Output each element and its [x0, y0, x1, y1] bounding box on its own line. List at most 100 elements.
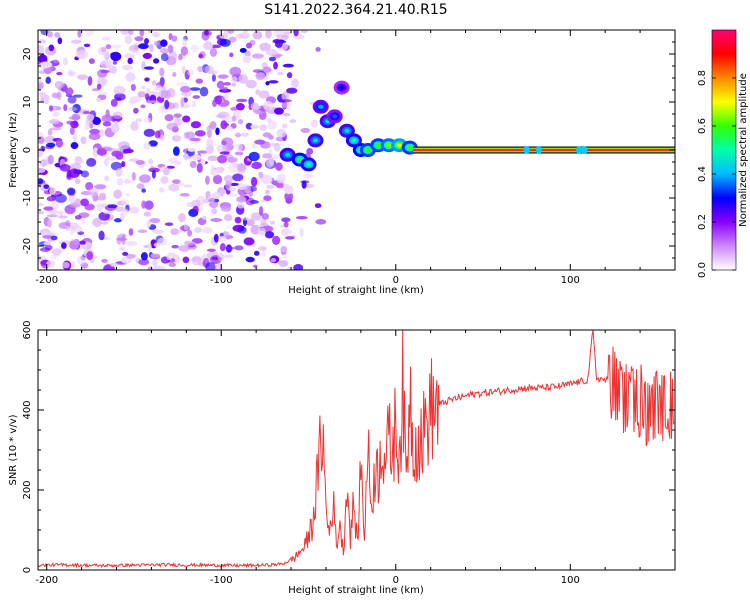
spectrogram-y-tick-label: -20 — [22, 238, 33, 254]
noise-speckle — [137, 43, 149, 50]
noise-speckle — [98, 211, 110, 221]
noise-speckle — [261, 199, 266, 203]
noise-speckle — [38, 54, 48, 63]
noise-speckle — [234, 216, 242, 224]
noise-speckle — [38, 168, 46, 174]
noise-speckle — [133, 107, 139, 114]
noise-speckle — [136, 183, 145, 190]
noise-speckle — [127, 57, 133, 65]
noise-speckle — [315, 46, 321, 52]
noise-speckle — [38, 39, 47, 44]
noise-speckle — [152, 259, 158, 268]
noise-speckle — [205, 175, 210, 185]
noise-speckle — [113, 189, 122, 199]
noise-speckle — [245, 197, 255, 206]
noise-speckle — [293, 30, 299, 37]
noise-speckle — [94, 184, 107, 190]
noise-speckle — [314, 203, 322, 209]
noise-speckle — [164, 114, 174, 122]
noise-speckle — [152, 229, 164, 234]
noise-speckle — [253, 264, 258, 268]
noise-speckle — [164, 99, 170, 110]
carrier-spot — [535, 146, 542, 154]
noise-speckle — [239, 32, 251, 40]
noise-speckle — [209, 201, 219, 209]
noise-speckle — [98, 230, 105, 241]
noise-speckle — [187, 69, 195, 76]
noise-speckle — [149, 43, 154, 53]
colorbar-tick-label: 0.2 — [697, 214, 708, 230]
noise-speckle — [73, 238, 80, 246]
figure-title: S141.2022.364.21.40.R15 — [264, 2, 447, 18]
noise-speckle — [165, 89, 171, 100]
noise-speckle — [67, 87, 73, 94]
noise-speckle — [245, 79, 257, 89]
noise-speckle — [213, 233, 219, 243]
noise-speckle — [245, 42, 253, 49]
noise-speckle — [110, 98, 118, 107]
noise-speckle — [261, 174, 273, 185]
noise-speckle — [104, 175, 110, 182]
colorbar-ticks: 0.0 0.2 0.4 0.6 0.8 — [697, 70, 736, 278]
noise-speckle — [141, 200, 147, 209]
noise-speckle — [248, 151, 260, 162]
noise-speckle — [172, 179, 181, 184]
noise-speckle — [176, 229, 183, 233]
noise-speckle — [182, 104, 191, 108]
noise-speckle — [276, 33, 284, 40]
track-core — [285, 152, 291, 157]
noise-speckle — [135, 160, 145, 165]
noise-speckle — [306, 148, 314, 155]
noise-speckle — [207, 155, 218, 162]
carrier-spot — [581, 146, 588, 154]
noise-speckle — [183, 184, 193, 188]
noise-speckle — [147, 100, 159, 104]
noise-speckle — [190, 121, 202, 129]
noise-speckle — [219, 151, 230, 155]
noise-speckle — [267, 134, 274, 140]
spectrogram-x-tick-label: 0 — [393, 275, 399, 286]
noise-speckle — [190, 44, 199, 52]
noise-speckle — [281, 91, 289, 101]
noise-speckle — [74, 156, 83, 165]
noise-speckle — [144, 38, 149, 45]
spectrogram-x-axis-label: Height of straight line (km) — [288, 285, 424, 296]
colorbar-tick-label: 0.8 — [697, 70, 708, 86]
noise-speckle — [150, 253, 161, 258]
noise-speckle — [101, 258, 108, 263]
noise-speckle — [114, 218, 122, 223]
noise-speckle — [283, 221, 289, 228]
noise-speckle — [144, 93, 150, 100]
noise-speckle — [219, 38, 231, 47]
noise-speckle — [88, 133, 101, 141]
noise-speckle — [86, 113, 95, 121]
noise-speckle — [84, 30, 95, 36]
noise-speckle — [300, 127, 311, 133]
noise-speckle — [265, 30, 272, 39]
noise-speckle — [148, 30, 153, 34]
noise-speckle — [276, 128, 287, 138]
noise-speckle — [171, 35, 178, 42]
noise-speckle — [102, 51, 109, 59]
noise-speckle — [220, 205, 232, 212]
noise-speckle — [70, 120, 79, 129]
noise-speckle — [245, 122, 253, 130]
noise-speckle — [154, 130, 161, 139]
noise-speckle — [79, 240, 86, 245]
noise-speckle — [263, 100, 274, 111]
noise-speckle — [251, 105, 262, 110]
noise-speckle — [111, 150, 123, 157]
noise-speckle — [129, 206, 139, 214]
noise-speckle — [266, 184, 275, 190]
noise-speckle — [258, 205, 264, 216]
noise-speckle — [70, 142, 79, 150]
noise-speckle — [45, 260, 56, 268]
track-core — [375, 143, 381, 148]
noise-speckle — [231, 76, 238, 84]
signal-track — [279, 80, 418, 172]
noise-speckle — [88, 58, 95, 65]
noise-speckle — [186, 131, 196, 140]
noise-speckle — [74, 178, 81, 185]
noise-speckle — [141, 61, 146, 71]
